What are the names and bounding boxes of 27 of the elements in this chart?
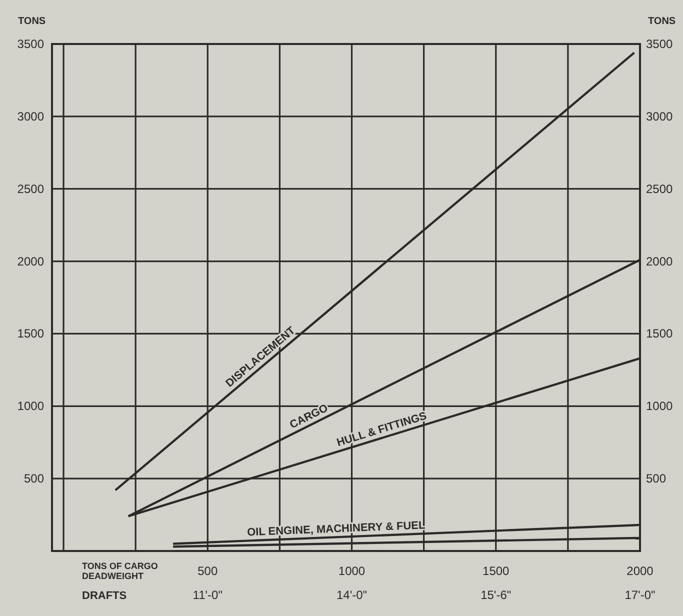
x-tick-label: 500 (198, 564, 218, 578)
x-tick-label: 2000 (626, 564, 654, 578)
y-tick-label: 500 (24, 472, 44, 486)
text: 15'-6" (480, 588, 512, 602)
text: 17'-0" (624, 588, 656, 602)
x-tick-label: 1000 (338, 564, 366, 578)
y2-tick-label: 2000 (646, 254, 674, 268)
y-tick-label: 1000 (17, 399, 44, 414)
y2-tick-label: 3500 (646, 37, 674, 51)
y2-tick-label: 3000 (646, 109, 674, 124)
series-label: OIL ENGINE, MACHINERY & FUEL (246, 520, 426, 539)
y2-axis-title: TONS (648, 16, 676, 27)
y2-tick-label: 500 (646, 472, 666, 486)
y-axis-title: TONS (18, 16, 46, 27)
text: 11'-0" (192, 588, 222, 602)
text: DRAFTS (82, 590, 127, 602)
x-tick-label: 1500 (482, 564, 510, 578)
y-tick-label: 2000 (17, 254, 44, 268)
y2-tick-label: 1500 (646, 326, 674, 341)
y-tick-label: 2500 (17, 182, 44, 196)
y-tick-label: 3500 (17, 37, 44, 51)
x-axis-title: TONS OF CARGO DEADWEIGHT (82, 561, 158, 581)
y2-tick-label: 1000 (646, 399, 674, 414)
y-tick-label: 1500 (17, 326, 44, 341)
y-tick-label: 3000 (17, 109, 44, 124)
y2-tick-label: 2500 (646, 182, 674, 196)
text: 14'-0" (336, 588, 368, 602)
